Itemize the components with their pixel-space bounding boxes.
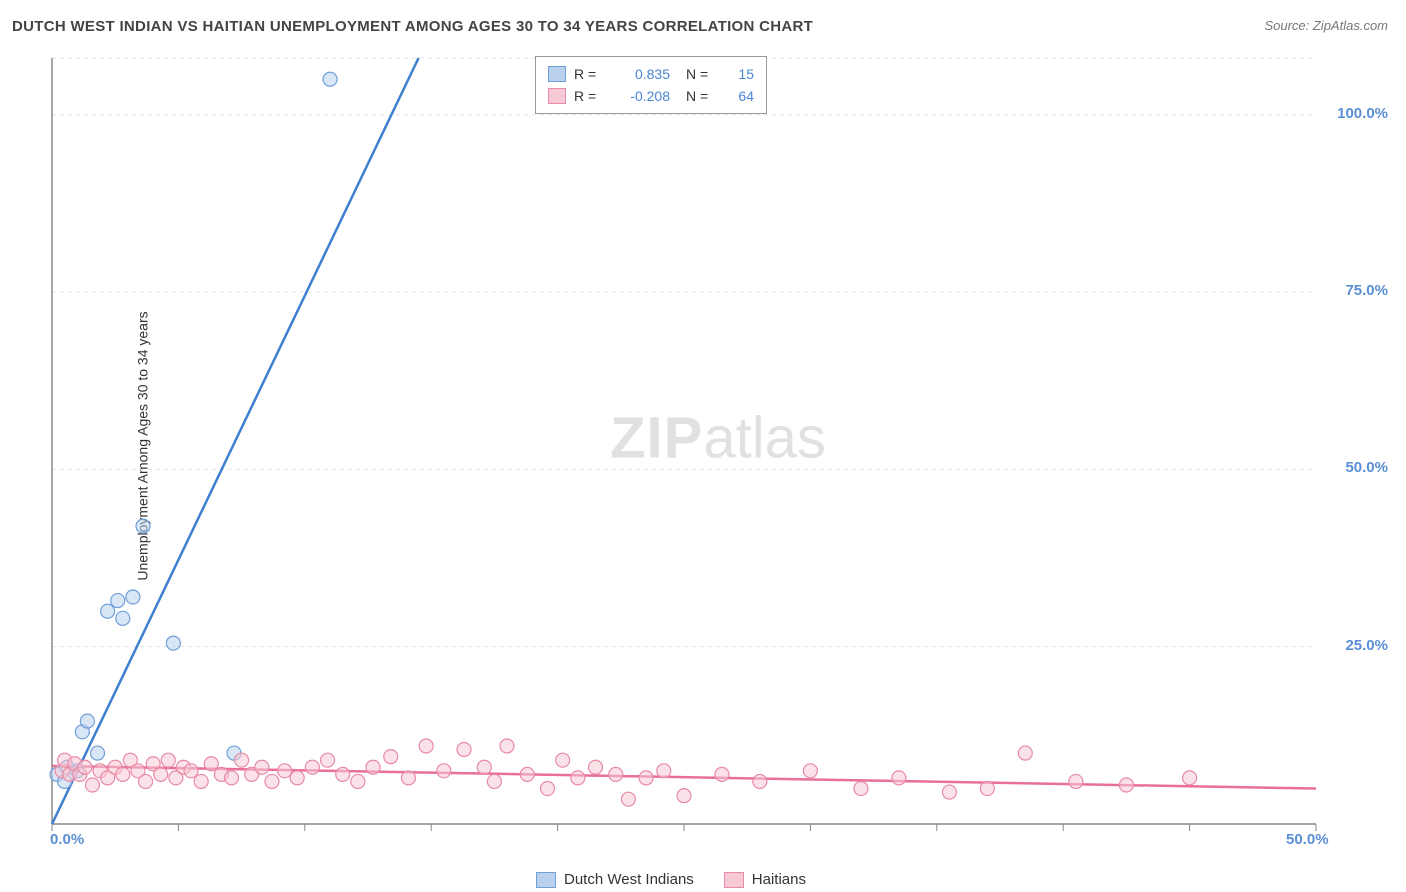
legend-item-2: Haitians (724, 871, 806, 888)
y-tick-label: 25.0% (1345, 637, 1388, 654)
n-value: 64 (724, 88, 754, 104)
y-tick-label: 75.0% (1345, 282, 1388, 299)
y-tick-label: 50.0% (1345, 459, 1388, 476)
legend-item-1: Dutch West Indians (536, 871, 694, 888)
chart-container: DUTCH WEST INDIAN VS HAITIAN UNEMPLOYMEN… (0, 0, 1406, 892)
stats-row-2: R = -0.208 N = 64 (548, 85, 754, 107)
swatch-pink (548, 88, 566, 104)
x-tick-label: 50.0% (1286, 831, 1329, 848)
series-legend: Dutch West Indians Haitians (536, 871, 806, 888)
r-value: -0.208 (610, 88, 670, 104)
swatch-blue (548, 66, 566, 82)
chart-title: DUTCH WEST INDIAN VS HAITIAN UNEMPLOYMEN… (12, 18, 813, 35)
legend-label: Dutch West Indians (564, 871, 694, 888)
x-tick-label: 0.0% (50, 831, 84, 848)
swatch-blue (536, 872, 556, 888)
source-credit: Source: ZipAtlas.com (1264, 18, 1388, 33)
stats-row-1: R = 0.835 N = 15 (548, 63, 754, 85)
stats-legend: R = 0.835 N = 15 R = -0.208 N = 64 (535, 56, 767, 114)
n-label: N = (686, 66, 716, 82)
n-value: 15 (724, 66, 754, 82)
r-label: R = (574, 66, 602, 82)
plot-area: 25.0% 50.0% 75.0% 100.0% 0.0% 50.0% ZIPa… (48, 54, 1388, 854)
y-tick-label: 100.0% (1337, 105, 1388, 122)
legend-label: Haitians (752, 871, 806, 888)
r-value: 0.835 (610, 66, 670, 82)
n-label: N = (686, 88, 716, 104)
scatter-chart (48, 54, 1388, 854)
r-label: R = (574, 88, 602, 104)
swatch-pink (724, 872, 744, 888)
